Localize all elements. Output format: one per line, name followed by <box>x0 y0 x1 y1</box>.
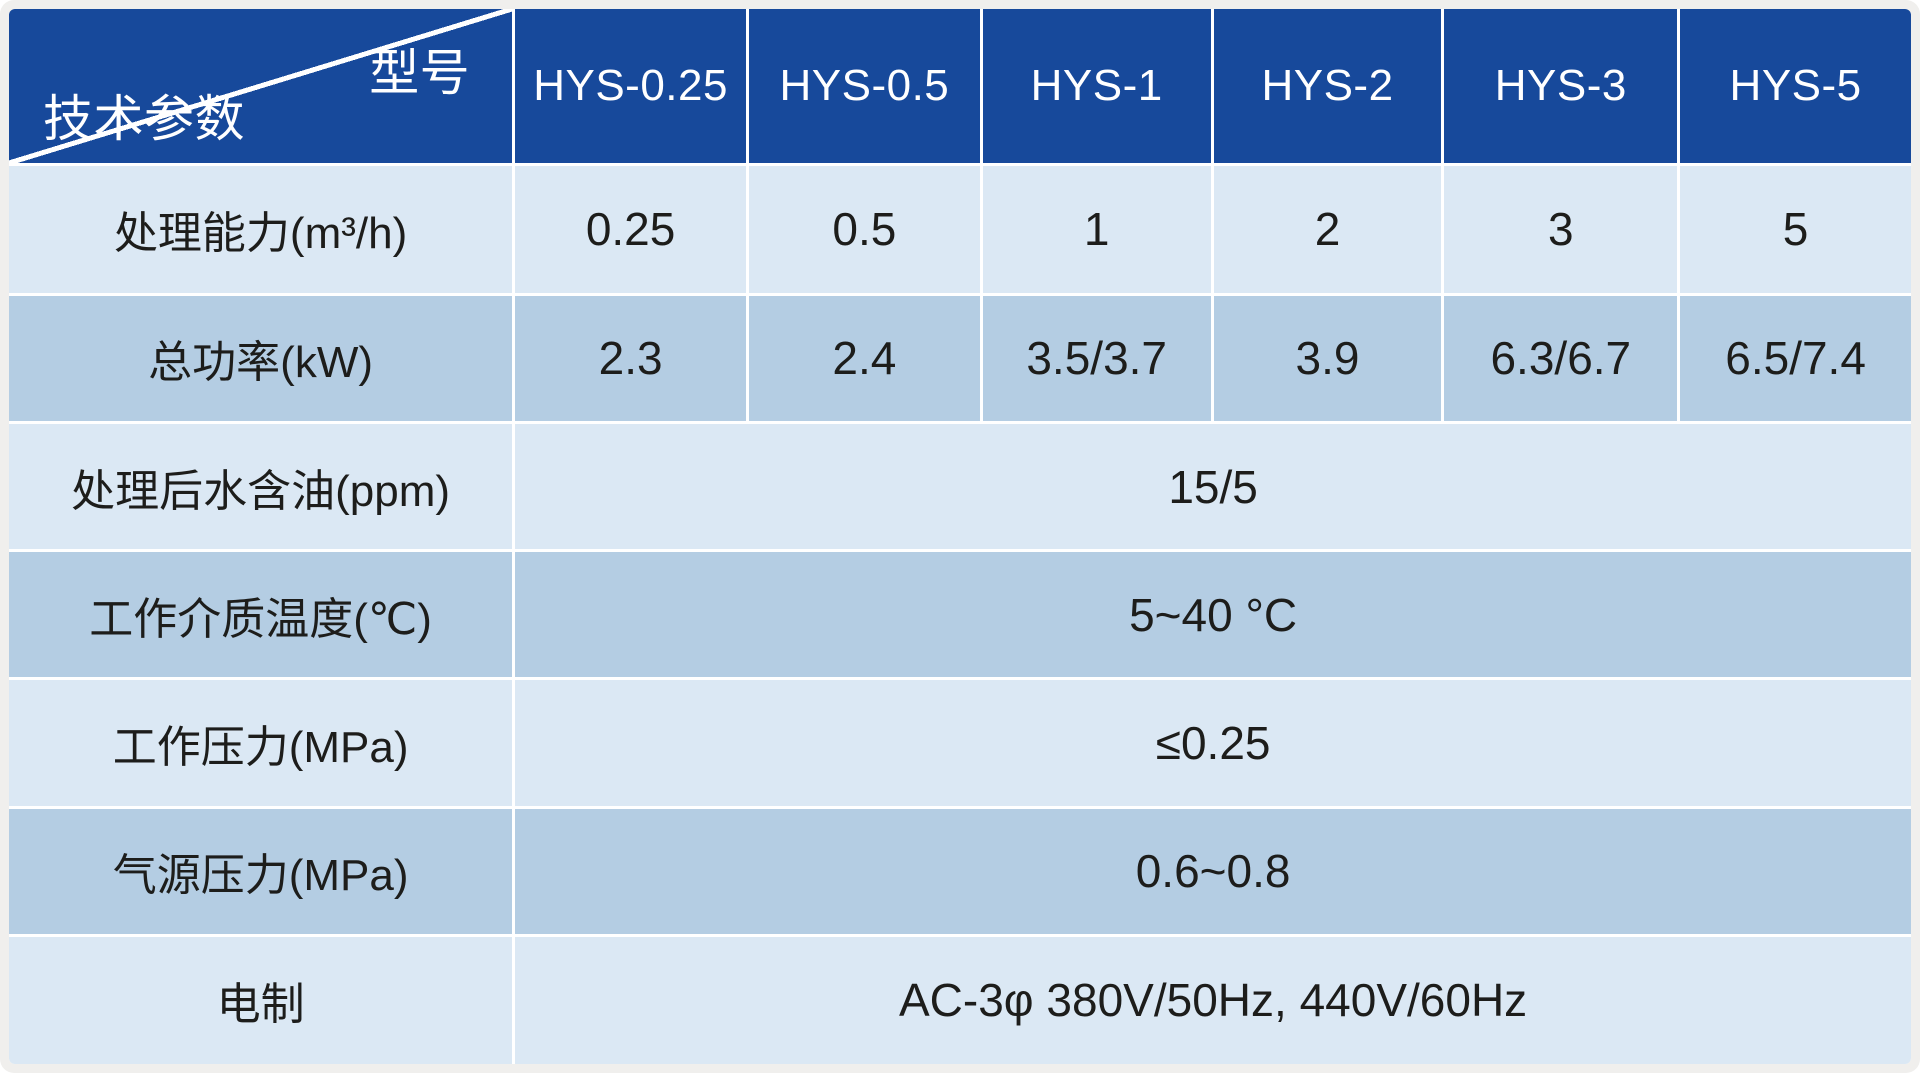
column-header-hys-5: HYS-5 <box>1680 9 1911 163</box>
cell-value: 2.4 <box>748 295 980 421</box>
cell-value-merged: ≤0.25 <box>515 680 1911 806</box>
cell-value: 5 <box>1680 165 1911 293</box>
cell-value-merged: 0.6~0.8 <box>515 808 1911 934</box>
column-header-hys-1: HYS-1 <box>982 9 1211 163</box>
corner-header-cell: 型号 技术参数 <box>9 9 513 163</box>
cell-value: 1 <box>982 165 1211 293</box>
cell-value: 3 <box>1444 165 1678 293</box>
row-label-electrical-system: 电制 <box>9 936 513 1064</box>
cell-value-merged: 15/5 <box>515 423 1911 550</box>
cell-value: 3.9 <box>1213 295 1442 421</box>
corner-label-model: 型号 <box>369 45 471 101</box>
row-label-oil-content: 处理后水含油(ppm) <box>9 423 513 550</box>
row-label-total-power: 总功率(kW) <box>9 295 513 421</box>
cell-value: 6.5/7.4 <box>1680 295 1911 421</box>
row-label-capacity: 处理能力(m³/h) <box>9 165 513 293</box>
diagonal-divider <box>9 9 513 163</box>
column-header-hys-0-25: HYS-0.25 <box>515 9 746 163</box>
row-label-working-pressure: 工作压力(MPa) <box>9 680 513 806</box>
cell-value: 2 <box>1213 165 1442 293</box>
corner-label-parameters: 技术参数 <box>43 90 245 147</box>
cell-value-merged: 5~40 °C <box>515 552 1911 678</box>
cell-value-merged: AC-3φ 380V/50Hz, 440V/60Hz <box>515 936 1911 1064</box>
cell-value: 0.25 <box>515 165 746 293</box>
cell-value: 3.5/3.7 <box>982 295 1211 421</box>
column-header-hys-2: HYS-2 <box>1213 9 1442 163</box>
spec-table: 型号 技术参数 HYS-0.25 HYS-0.5 HYS-1 HYS-2 HYS… <box>9 9 1911 1064</box>
column-header-hys-0-5: HYS-0.5 <box>748 9 980 163</box>
cell-value: 2.3 <box>515 295 746 421</box>
cell-value: 0.5 <box>748 165 980 293</box>
row-label-air-pressure: 气源压力(MPa) <box>9 808 513 934</box>
row-label-medium-temperature: 工作介质温度(℃) <box>9 552 513 678</box>
column-header-hys-3: HYS-3 <box>1444 9 1678 163</box>
cell-value: 6.3/6.7 <box>1444 295 1678 421</box>
